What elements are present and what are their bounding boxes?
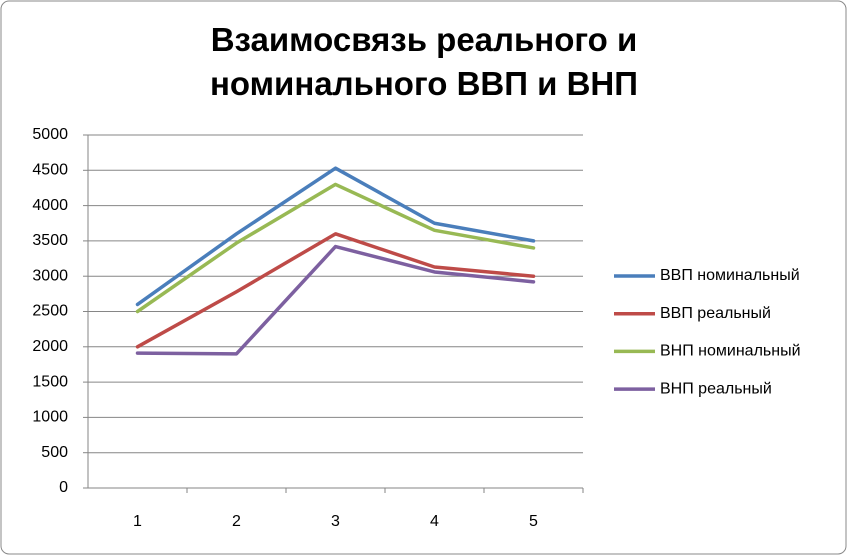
- y-tick-label: 2000: [32, 338, 68, 355]
- legend-label: ВВП номинальный: [660, 267, 800, 284]
- y-tick-label: 4000: [32, 197, 68, 214]
- y-tick-label: 5000: [32, 126, 68, 143]
- x-tick-label: 4: [430, 513, 439, 530]
- series-line: [135, 182, 536, 314]
- series-line: [135, 166, 536, 307]
- y-tick-label: 0: [59, 479, 68, 496]
- x-tick-label: 3: [331, 513, 340, 530]
- x-tick-label: 1: [133, 513, 142, 530]
- series-line: [135, 232, 536, 349]
- y-tick-label: 3500: [32, 232, 68, 249]
- y-tick-label: 4500: [32, 162, 68, 179]
- x-tick-label: 2: [232, 513, 241, 530]
- y-tick-label: 3000: [32, 267, 68, 284]
- series-line: [135, 244, 536, 356]
- legend-label: ВВП реальный: [660, 305, 771, 322]
- y-tick-label: 1000: [32, 409, 68, 426]
- y-tick-label: 1500: [32, 373, 68, 390]
- chart-title: Взаимосвязь реального и номинального ВВП…: [209, 21, 638, 102]
- legend-label: ВНП номинальный: [660, 343, 801, 360]
- legend-label: ВНП реальный: [660, 380, 772, 397]
- y-tick-label: 2500: [32, 303, 68, 320]
- y-tick-label: 500: [41, 444, 68, 461]
- x-tick-label: 5: [529, 513, 538, 530]
